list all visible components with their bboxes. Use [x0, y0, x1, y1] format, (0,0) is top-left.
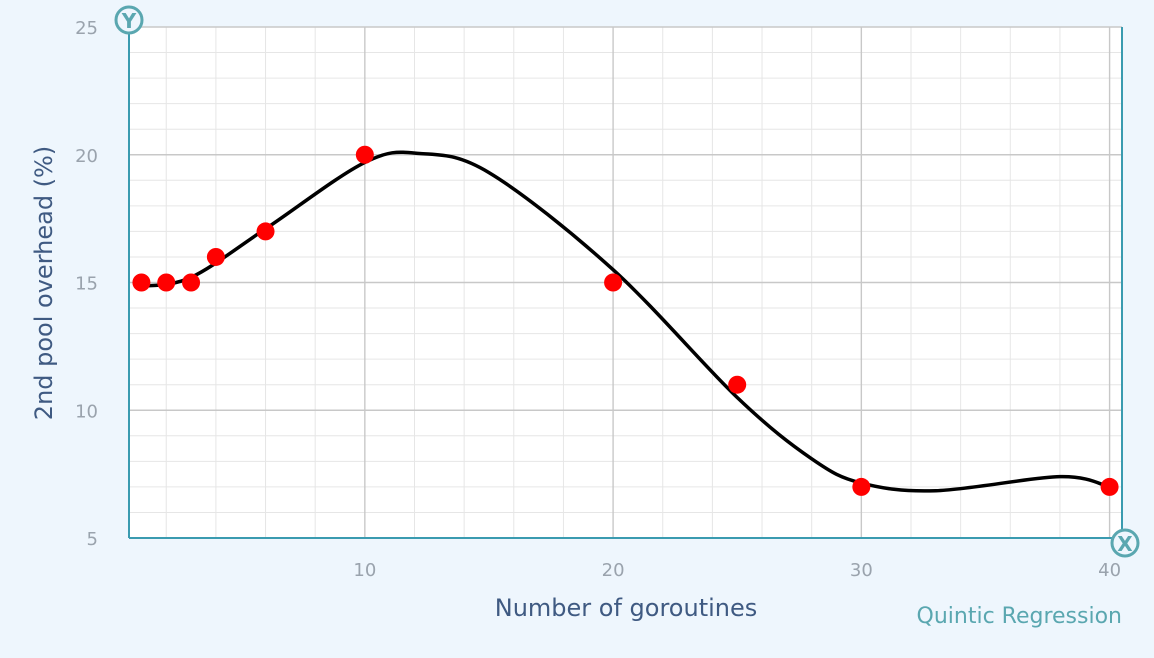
y-tick-label: 10: [75, 401, 98, 422]
data-point: [206, 247, 225, 266]
y-badge-letter: Y: [121, 9, 137, 33]
x-tick-label: 10: [353, 560, 376, 581]
x-axis-title: Number of goroutines: [495, 594, 758, 622]
data-point: [132, 273, 151, 292]
y-axis-title: 2nd pool overhead (%): [30, 146, 58, 420]
data-point: [355, 145, 374, 164]
regression-label: Quintic Regression: [917, 604, 1122, 629]
regression-curve: [139, 150, 1112, 493]
axes: [128, 21, 1123, 539]
x-badge-letter: X: [1117, 532, 1133, 556]
regression-curve-layer: [139, 150, 1112, 493]
tick-labels: 10 20 30 40 5 10 15 20 25: [75, 18, 1121, 581]
y-axis-badge: Y: [114, 5, 144, 35]
data-points-layer: [132, 145, 1119, 496]
x-tick-label: 40: [1098, 560, 1121, 581]
x-axis-badge: X: [1110, 528, 1140, 558]
y-tick-label: 15: [75, 274, 98, 295]
data-point: [256, 222, 275, 241]
data-point: [604, 273, 623, 292]
data-point: [1100, 477, 1119, 496]
y-tick-label: 20: [75, 146, 98, 167]
data-point: [852, 477, 871, 496]
data-point: [157, 273, 176, 292]
y-tick-label: 25: [75, 18, 98, 39]
x-tick-label: 20: [602, 560, 625, 581]
y-tick-label: 5: [87, 529, 98, 550]
data-point: [728, 375, 747, 394]
x-tick-label: 30: [850, 560, 873, 581]
data-point: [182, 273, 201, 292]
